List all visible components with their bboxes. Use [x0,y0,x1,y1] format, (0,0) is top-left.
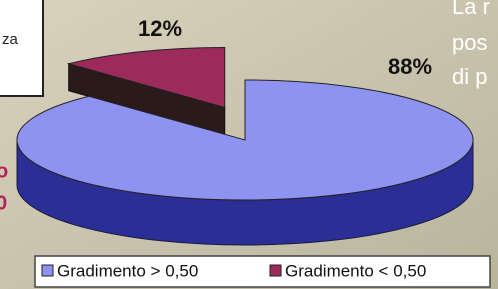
legend-label: Gradimento > 0,50 [57,261,198,280]
side-text: di p [452,64,487,89]
legend-label: Gradimento < 0,50 [285,261,426,280]
side-text: o [0,160,8,182]
data-label: 12% [138,16,182,41]
side-text: La r [452,0,490,19]
side-box [0,0,43,96]
side-text: 0 [0,192,7,214]
screenshot: za La r pos di p o 0 88% 12% Gradimento >… [0,0,498,289]
box-text: za [2,31,19,48]
legend-swatch [270,265,281,276]
side-text: pos [452,30,487,55]
data-label: 88% [388,54,432,79]
legend-swatch [42,265,53,276]
slice [17,80,473,200]
